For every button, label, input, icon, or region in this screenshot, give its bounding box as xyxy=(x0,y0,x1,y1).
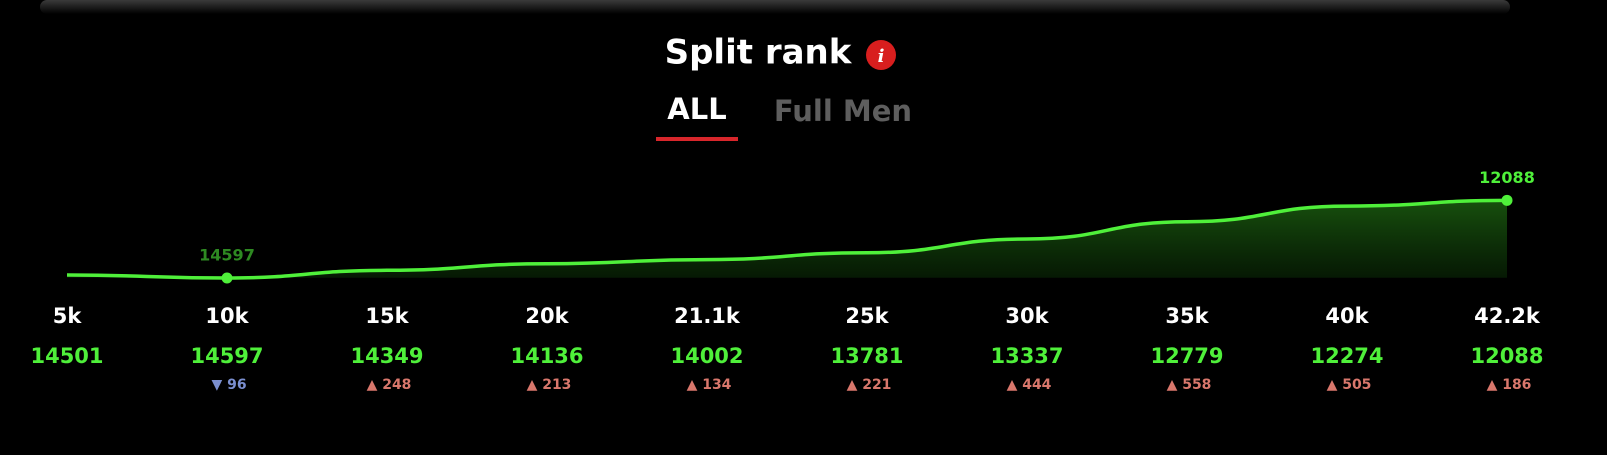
change-label: ▲ 134 xyxy=(687,377,732,393)
value-label: 14501 xyxy=(30,344,103,368)
tab[interactable]: Full Men xyxy=(774,94,912,128)
x-tick-label: 25k xyxy=(845,304,889,328)
value-label: 13337 xyxy=(990,344,1063,368)
x-tick-label: 40k xyxy=(1325,304,1369,328)
value-label: 14349 xyxy=(350,344,423,368)
chart-title: Split rank xyxy=(665,33,853,73)
change-label: ▲ 505 xyxy=(1327,377,1372,393)
info-circle[interactable] xyxy=(866,40,896,70)
info-icon[interactable]: i xyxy=(866,40,896,70)
x-tick-label: 20k xyxy=(525,304,569,328)
change-label: ▲ 186 xyxy=(1487,377,1532,393)
area xyxy=(67,200,1507,278)
x-tick-label: 42.2k xyxy=(1474,304,1541,328)
top-bar xyxy=(40,0,1510,14)
value-label: 12274 xyxy=(1310,344,1383,368)
x-tick-label: 21.1k xyxy=(674,304,741,328)
value-label: 13781 xyxy=(830,344,903,368)
value-label: 12088 xyxy=(1470,344,1543,368)
value-label: 14136 xyxy=(510,344,583,368)
change-label: ▲ 248 xyxy=(367,377,412,393)
info-glyph[interactable]: i xyxy=(878,46,885,67)
change-label: ▲ 444 xyxy=(1007,377,1052,393)
change-label: ▲ 221 xyxy=(847,377,892,393)
point-label: 14597 xyxy=(199,245,255,264)
change-label: ▲ 558 xyxy=(1167,377,1212,393)
change-label: ▼ 96 xyxy=(211,377,246,393)
tab-underline xyxy=(656,137,738,141)
point-label: 12088 xyxy=(1479,168,1535,187)
value-label: 12779 xyxy=(1150,344,1223,368)
x-tick-label: 35k xyxy=(1165,304,1209,328)
tab[interactable]: ALL xyxy=(667,92,726,126)
x-tick-label: 15k xyxy=(365,304,409,328)
x-tick-label: 10k xyxy=(205,304,249,328)
x-tick-label: 30k xyxy=(1005,304,1049,328)
line xyxy=(66,198,1508,280)
point xyxy=(221,272,233,284)
value-label: 14597 xyxy=(190,344,263,368)
point xyxy=(1501,194,1513,206)
change-label: ▲ 213 xyxy=(527,377,572,393)
x-tick-label: 5k xyxy=(53,304,83,328)
value-label: 14002 xyxy=(670,344,743,368)
